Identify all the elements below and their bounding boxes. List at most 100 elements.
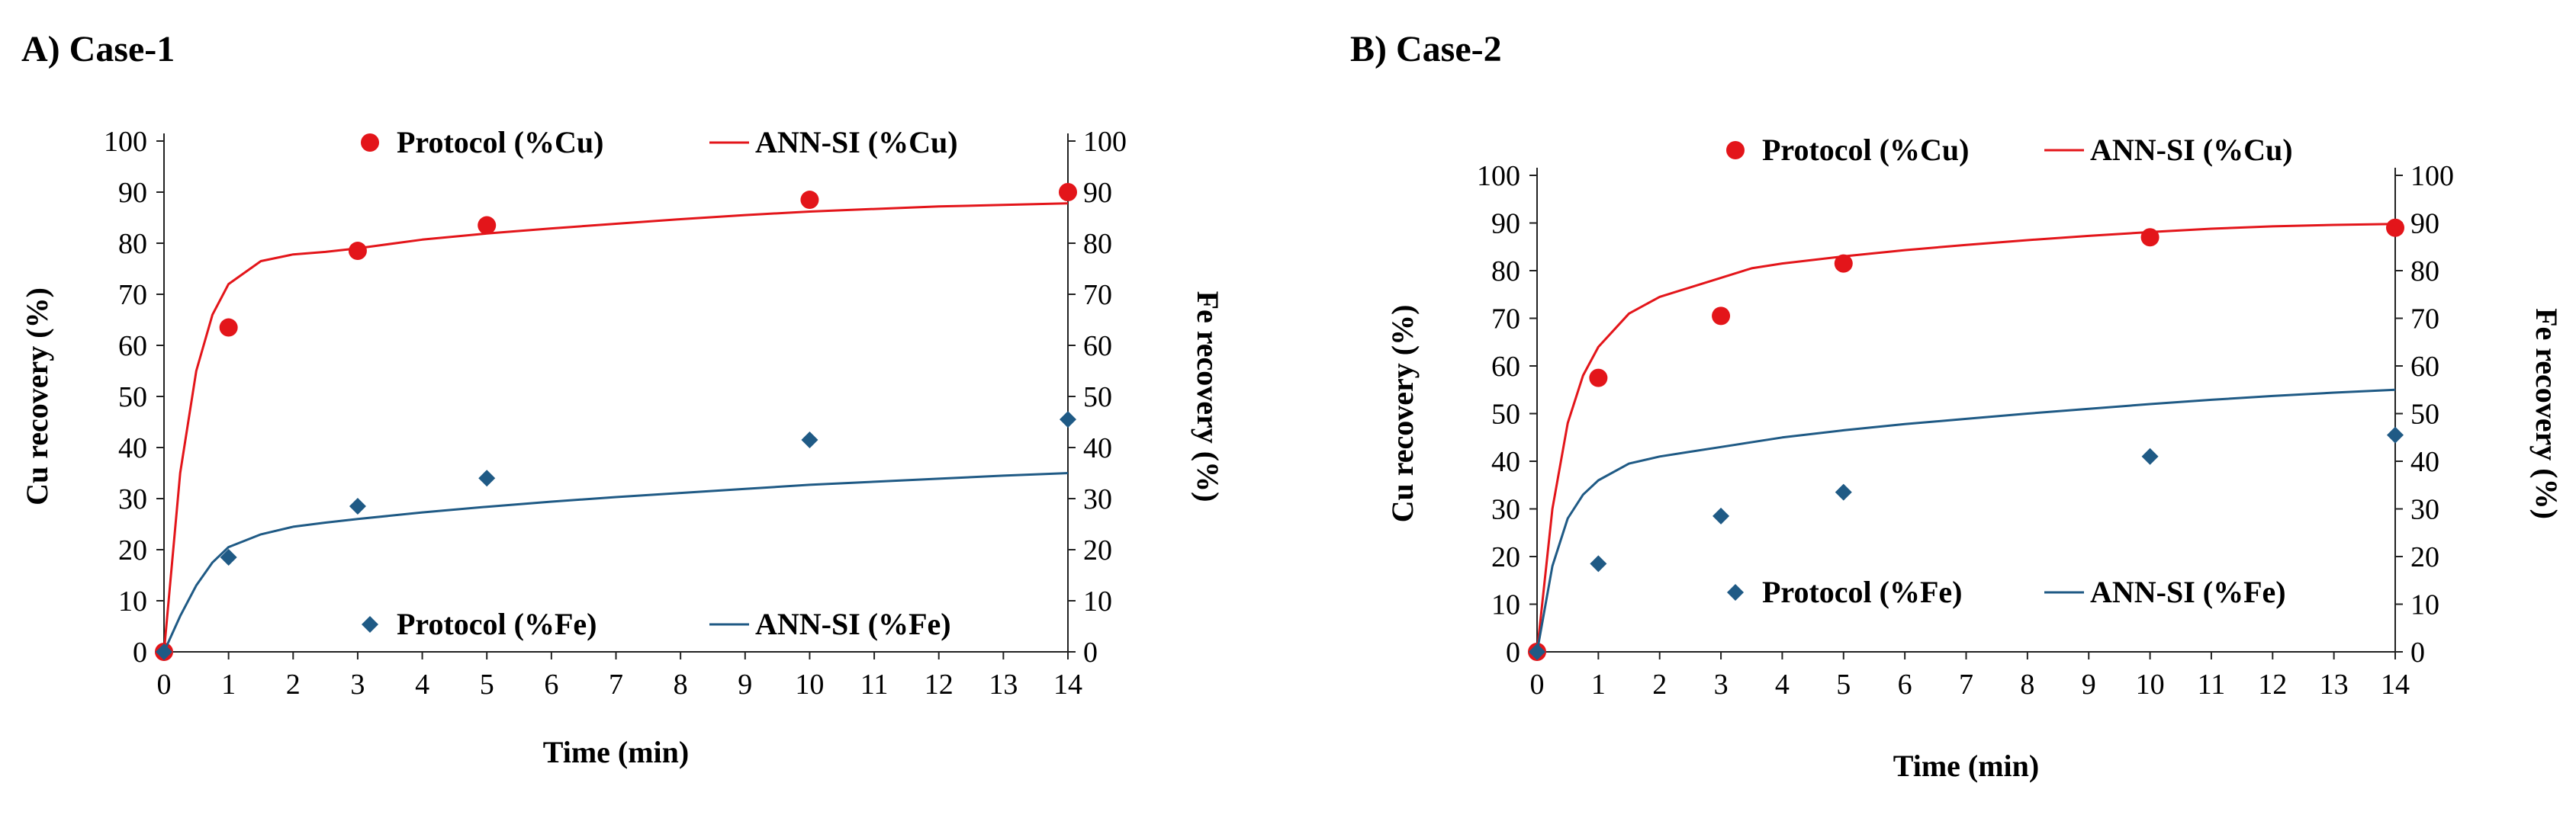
x-axis-label: Time (min) — [1893, 749, 2039, 783]
y-tick-label-left: 60 — [1491, 351, 1520, 383]
y-tick-label-left: 40 — [118, 432, 147, 464]
y-tick-label-left: 100 — [1477, 160, 1520, 192]
data-point-cu — [800, 191, 819, 210]
y-axis-label-left: Cu recovery (%) — [20, 287, 54, 505]
x-tick-label: 7 — [1959, 669, 1973, 701]
y-tick-label-right: 30 — [2410, 494, 2439, 526]
data-point-fe — [478, 470, 496, 487]
data-point-cu — [1589, 368, 1608, 387]
x-tick-label: 12 — [2258, 669, 2287, 701]
x-tick-label: 6 — [544, 669, 558, 701]
y-tick-label-left: 20 — [118, 534, 147, 566]
data-point-cu — [348, 242, 367, 261]
x-tick-label: 12 — [925, 669, 954, 701]
y-tick-label-right: 20 — [2410, 541, 2439, 573]
y-tick-label-right: 40 — [1083, 432, 1112, 464]
y-tick-label-right: 0 — [2410, 637, 2425, 669]
data-point-fe — [801, 431, 818, 448]
data-point-cu — [1059, 183, 1077, 201]
x-tick-label: 9 — [738, 669, 752, 701]
legend-label-protocol-cu: Protocol (%Cu) — [397, 125, 603, 159]
x-tick-label: 4 — [415, 669, 429, 701]
panel-title: A) Case-1 — [21, 29, 175, 69]
x-tick-label: 5 — [480, 669, 494, 701]
data-point-fe — [1590, 555, 1607, 573]
y-axis-label-left: Cu recovery (%) — [1385, 305, 1420, 523]
y-tick-label-right: 90 — [1083, 177, 1112, 209]
x-tick-label: 0 — [1530, 669, 1545, 701]
y-tick-label-right: 60 — [1083, 330, 1112, 362]
data-point-fe — [349, 498, 366, 515]
data-point-cu — [2386, 218, 2404, 237]
chart-panel-a: A) Case-1 0 0 10 10 20 20 30 30 40 40 50 50 60 60 70 70 8… — [20, 29, 1225, 769]
data-point-cu — [1712, 306, 1731, 326]
legend-label-ann-fe: ANN-SI (%Fe) — [2090, 575, 2286, 609]
x-tick-label: 6 — [1898, 669, 1912, 701]
legend-label-ann-fe: ANN-SI (%Fe) — [755, 607, 951, 641]
legend-marker-protocol-fe — [362, 616, 378, 633]
data-point-cu — [478, 216, 497, 235]
y-tick-label-right: 40 — [2410, 446, 2439, 478]
y-tick-label-right: 70 — [2410, 303, 2439, 335]
y-tick-label-right: 80 — [1083, 228, 1112, 260]
x-tick-label: 3 — [350, 669, 365, 701]
data-point-cu — [219, 318, 238, 337]
y-tick-label-left: 20 — [1491, 541, 1520, 573]
x-tick-label: 13 — [2320, 669, 2349, 701]
x-tick-label: 10 — [795, 669, 824, 701]
y-tick-label-right: 70 — [1083, 279, 1112, 311]
data-point-fe — [1835, 483, 1852, 501]
y-tick-label-left: 90 — [1491, 208, 1520, 240]
y-axis-label-right: Fe recovery (%) — [1191, 291, 1225, 502]
legend-label-protocol-fe: Protocol (%Fe) — [397, 607, 597, 641]
x-tick-label: 13 — [989, 669, 1018, 701]
y-tick-label-left: 80 — [118, 228, 147, 260]
y-tick-label-left: 50 — [118, 381, 147, 413]
x-tick-label: 10 — [2136, 669, 2165, 701]
x-tick-label: 1 — [221, 669, 236, 701]
y-axis-label-right: Fe recovery (%) — [2529, 308, 2564, 519]
y-tick-label-left: 80 — [1491, 255, 1520, 287]
x-tick-label: 14 — [2381, 669, 2410, 701]
y-tick-label-right: 90 — [2410, 208, 2439, 240]
data-point-fe — [1060, 411, 1076, 428]
y-tick-label-left: 50 — [1491, 399, 1520, 431]
y-tick-label-right: 80 — [2410, 255, 2439, 287]
y-tick-label-left: 70 — [118, 279, 147, 311]
y-tick-label-left: 0 — [1506, 637, 1520, 669]
y-tick-label-right: 60 — [2410, 351, 2439, 383]
chart-panel-b: B) Case-2 0 0 10 10 20 20 30 30 40 40 50 50 60 60 70 70 8… — [1289, 0, 2576, 815]
x-tick-label: 2 — [286, 669, 301, 701]
legend-marker-protocol-cu — [1726, 141, 1745, 159]
y-tick-label-left: 100 — [104, 126, 147, 158]
data-point-fe — [220, 549, 237, 566]
y-tick-label-left: 60 — [118, 330, 147, 362]
series-line-1 — [1536, 223, 2396, 653]
series-line-3 — [162, 472, 1069, 653]
legend-label-ann-cu: ANN-SI (%Cu) — [755, 125, 958, 159]
x-tick-label: 3 — [1714, 669, 1729, 701]
x-tick-label: 11 — [2198, 669, 2226, 701]
x-tick-label: 0 — [157, 669, 172, 701]
y-tick-label-left: 30 — [118, 483, 147, 515]
y-tick-label-left: 90 — [118, 177, 147, 209]
x-tick-label: 7 — [609, 669, 623, 701]
data-point-fe — [1713, 507, 1730, 525]
y-tick-label-left: 30 — [1491, 494, 1520, 526]
x-tick-label: 11 — [860, 669, 889, 701]
legend-marker-protocol-cu — [361, 133, 379, 152]
y-tick-label-left: 10 — [118, 586, 147, 618]
panel-title: B) Case-2 — [1350, 29, 1502, 69]
x-tick-label: 8 — [2020, 669, 2034, 701]
legend-marker-protocol-fe — [1727, 584, 1744, 601]
series-line-3 — [1536, 388, 2396, 653]
legend-label-protocol-fe: Protocol (%Fe) — [1762, 575, 1962, 609]
legend-label-ann-cu: ANN-SI (%Cu) — [2090, 133, 2293, 167]
y-tick-label-left: 10 — [1491, 589, 1520, 621]
y-tick-label-right: 10 — [1083, 586, 1112, 618]
x-tick-label: 1 — [1591, 669, 1606, 701]
y-tick-label-left: 70 — [1491, 303, 1520, 335]
series-line-1 — [162, 202, 1069, 653]
